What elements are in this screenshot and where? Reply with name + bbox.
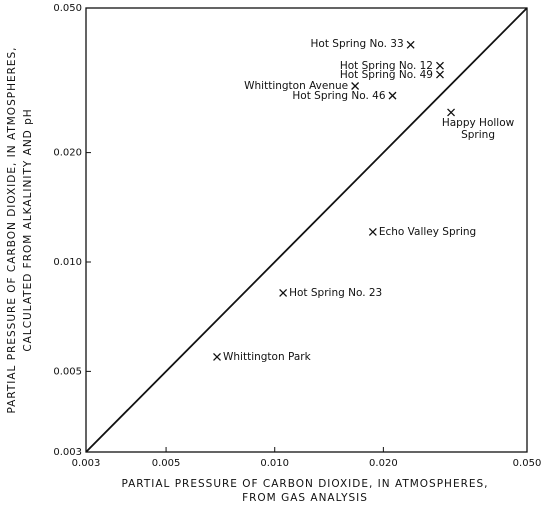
point-label: Whittington Park [223, 350, 311, 363]
y-axis-label: CALCULATED FROM ALKALINITY AND pH [22, 108, 34, 351]
x-tick-label: 0.050 [513, 458, 542, 469]
point-label: Hot Spring No. 12 [339, 59, 433, 72]
point [213, 352, 221, 361]
point [447, 108, 456, 117]
point-label: Hot Spring No. 33 [310, 37, 404, 50]
point [388, 91, 397, 100]
y-tick-label: 0.003 [53, 447, 82, 458]
point [406, 40, 415, 49]
x-tick-label: 0.003 [72, 458, 101, 469]
y-tick-label: 0.010 [53, 257, 82, 268]
point-label: Hot Spring No. 23 [289, 286, 383, 299]
y-tick-label: 0.005 [53, 366, 82, 377]
x-tick-label: 0.005 [152, 458, 181, 469]
y-tick-label: 0.050 [53, 3, 82, 14]
point [368, 227, 377, 236]
equality-line [85, 7, 528, 453]
point [436, 61, 444, 70]
x-tick-label: 0.020 [369, 458, 398, 469]
plot-frame [85, 7, 528, 453]
x-axis-label: PARTIAL PRESSURE OF CARBON DIOXIDE, IN A… [121, 478, 488, 490]
y-tick-label: 0.020 [53, 148, 82, 159]
point-label: Whittington Avenue [244, 80, 349, 92]
point [351, 82, 360, 90]
point-label: Hot Spring No. 49 [339, 68, 433, 81]
point-label: Echo Valley Spring [378, 225, 477, 238]
point-label: Hot Spring No. 46 [292, 89, 386, 102]
point [279, 288, 288, 297]
point-label: Happy Hollow Spring [441, 117, 515, 142]
point [436, 70, 444, 79]
x-tick-label: 0.010 [260, 458, 289, 469]
x-axis-label: FROM GAS ANALYSIS [242, 492, 368, 504]
y-axis-label: PARTIAL PRESSURE OF CARBON DIOXIDE, IN A… [6, 46, 18, 413]
